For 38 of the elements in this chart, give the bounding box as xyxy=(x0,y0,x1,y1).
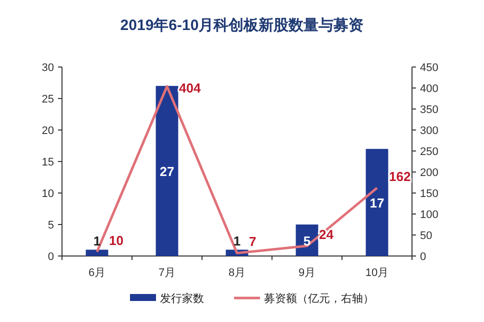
y2-tick-label: 250 xyxy=(420,146,438,158)
x-tick-label: 10月 xyxy=(365,267,389,279)
y2-tick-label: 350 xyxy=(420,104,438,116)
data-label: 5 xyxy=(303,233,311,248)
y2-tick-label: 50 xyxy=(420,230,432,242)
y-tick-label: 25 xyxy=(42,94,54,106)
y2-tick-label: 100 xyxy=(420,209,438,221)
data-label: 27 xyxy=(160,164,174,179)
data-label: 1 xyxy=(93,234,101,249)
y-tick-label: 30 xyxy=(42,62,54,74)
data-label: 7 xyxy=(249,234,256,250)
data-label: 404 xyxy=(179,80,202,96)
data-label: 1 xyxy=(233,234,241,249)
bar xyxy=(86,250,108,256)
data-label: 10 xyxy=(109,232,124,248)
x-tick-label: 9月 xyxy=(298,267,316,279)
y2-tick-label: 400 xyxy=(420,83,438,95)
x-tick-label: 8月 xyxy=(228,267,246,279)
x-tick-label: 6月 xyxy=(88,267,106,279)
data-label: 24 xyxy=(319,226,334,242)
y2-tick-label: 150 xyxy=(420,188,438,200)
x-tick-label: 7月 xyxy=(158,267,176,279)
y2-tick-label: 200 xyxy=(420,167,438,179)
bar xyxy=(366,148,388,256)
data-label: 17 xyxy=(370,195,384,210)
data-label: 162 xyxy=(389,168,411,184)
legend-label: 募资额（亿元，右轴） xyxy=(264,292,374,305)
y2-tick-label: 450 xyxy=(420,62,438,74)
y-tick-label: 5 xyxy=(48,220,54,232)
y-tick-label: 10 xyxy=(42,188,54,200)
y-tick-label: 15 xyxy=(42,156,54,168)
y-tick-label: 0 xyxy=(48,251,54,263)
y2-tick-label: 0 xyxy=(420,251,426,263)
title: 2019年6-10月科创板新股数量与募资 xyxy=(120,17,364,34)
bar xyxy=(156,86,178,256)
legend-label: 发行家数 xyxy=(160,292,204,305)
y-tick-label: 20 xyxy=(42,125,54,137)
y2-tick-label: 300 xyxy=(420,125,438,137)
